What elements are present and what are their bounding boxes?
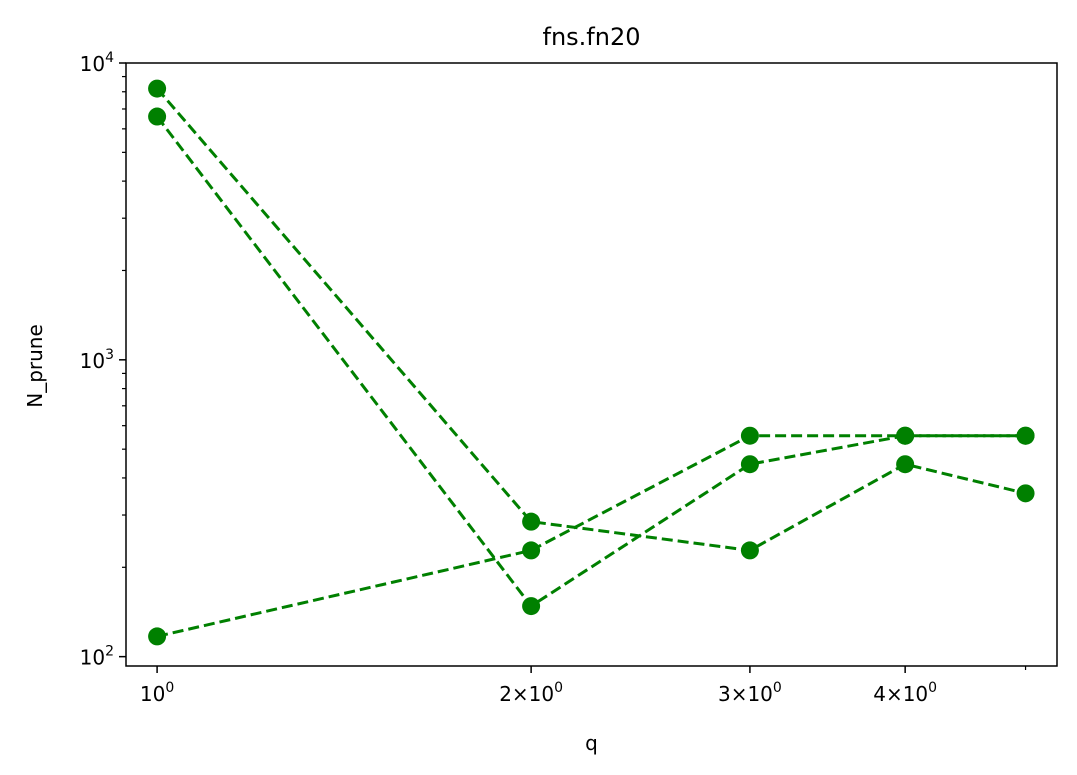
y-tick-label: 104 bbox=[80, 50, 114, 76]
chart-title: fns.fn20 bbox=[543, 23, 641, 51]
y-tick-label: 103 bbox=[80, 347, 114, 373]
series-3-point-1 bbox=[148, 627, 167, 646]
series-1-point-3 bbox=[740, 541, 759, 560]
series-1-point-2 bbox=[522, 512, 541, 531]
series-2-point-1 bbox=[148, 107, 167, 126]
series-1-point-4 bbox=[896, 455, 915, 474]
series-1-point-5 bbox=[1016, 484, 1035, 503]
series-line-3 bbox=[156, 434, 1026, 638]
x-tick-label: 100 bbox=[140, 680, 174, 706]
series-3-point-4 bbox=[896, 426, 915, 445]
series-layer bbox=[148, 79, 1035, 646]
x-tick-label: 2×100 bbox=[499, 680, 563, 706]
x-axis-label: q bbox=[585, 731, 598, 755]
series-line-2 bbox=[155, 115, 1026, 609]
axis-ticks: 100 2×100 3×100 4×100 102 103 104 bbox=[80, 50, 937, 706]
y-axis-label: N_prune bbox=[23, 324, 47, 408]
y-tick-label: 102 bbox=[80, 644, 114, 670]
plot-frame bbox=[125, 62, 1058, 667]
series-2-point-2 bbox=[522, 597, 541, 616]
series-3-point-3 bbox=[740, 426, 759, 445]
series-2-point-3 bbox=[740, 455, 759, 474]
series-1-point-1 bbox=[148, 79, 167, 98]
x-tick-label: 4×100 bbox=[873, 680, 937, 706]
series-3-point-5 bbox=[1016, 426, 1035, 445]
x-tick-label: 3×100 bbox=[718, 680, 782, 706]
minor-ticks bbox=[122, 75, 1027, 670]
series-line-1 bbox=[155, 87, 1026, 552]
series-3-point-2 bbox=[522, 541, 541, 560]
